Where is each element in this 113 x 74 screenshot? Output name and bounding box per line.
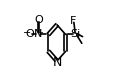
Text: −: − [23,28,31,38]
Text: Si: Si [69,29,80,39]
Text: O: O [25,29,34,39]
Text: O: O [34,15,43,25]
Text: F: F [69,16,76,26]
Text: N: N [34,29,42,39]
Text: +: + [36,28,43,37]
Text: N: N [52,56,61,69]
